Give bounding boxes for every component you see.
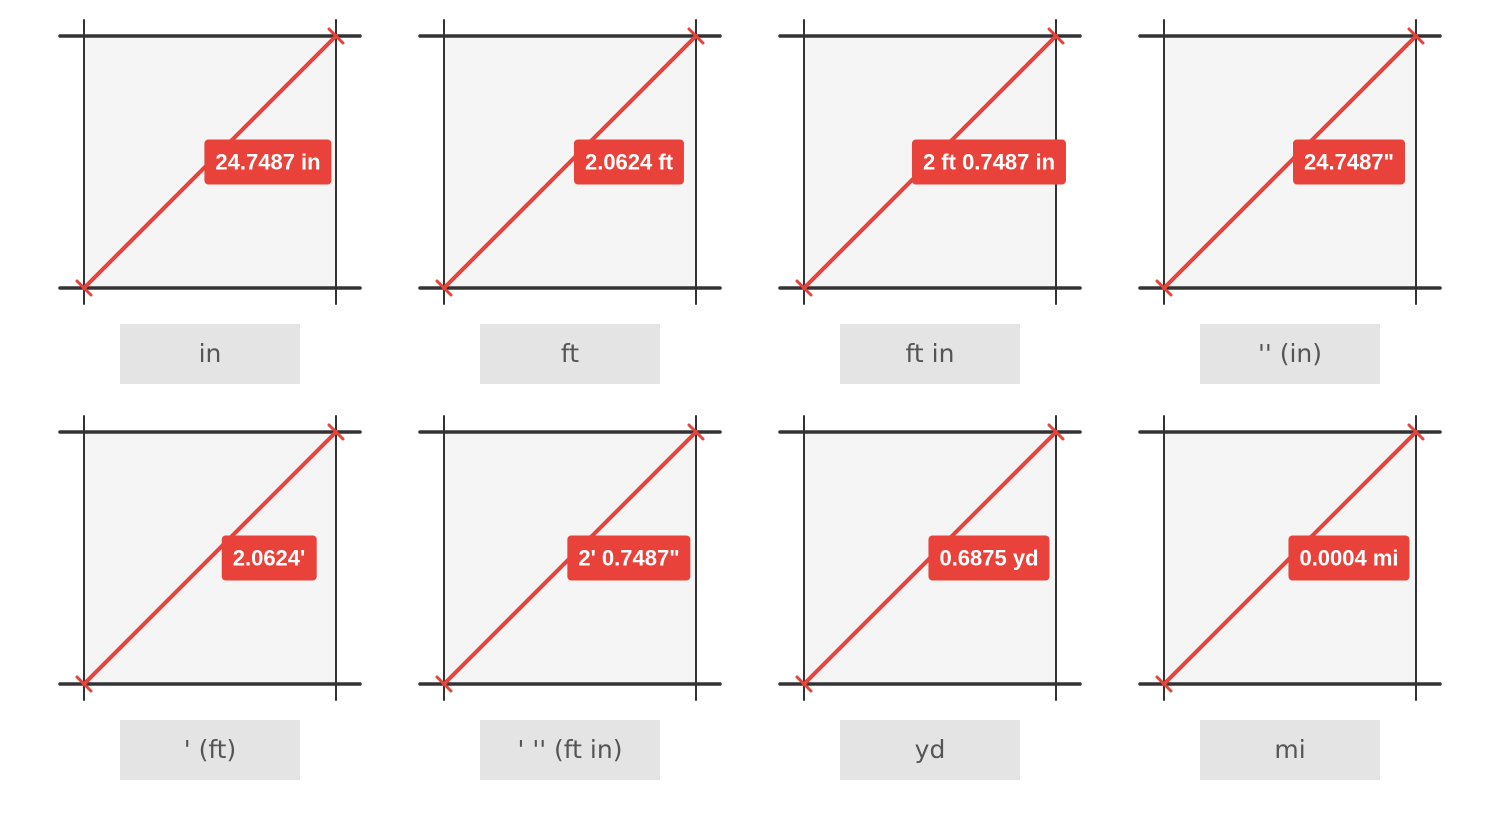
measure-end-tick <box>1407 27 1425 45</box>
measure-end-tick <box>1155 675 1173 693</box>
unit-option: 2' 0.7487" ' '' (ft in) <box>418 415 722 796</box>
measure-end-tick <box>1047 423 1065 441</box>
measurement-badge: 2' 0.7487" <box>567 535 691 581</box>
measurement-badge: 0.6875 yd <box>928 535 1050 581</box>
unit-button[interactable]: ft <box>480 324 660 384</box>
measurement-badge: 2.0624' <box>221 535 317 581</box>
measurement-badge: 2 ft 0.7487 in <box>911 139 1067 185</box>
measure-end-tick <box>1047 27 1065 45</box>
measurement-badge: 24.7487 in <box>204 139 332 185</box>
measure-end-tick <box>75 279 93 297</box>
unit-option: 24.7487 in in <box>58 19 362 400</box>
measure-end-tick <box>1155 279 1173 297</box>
measurement-badge: 24.7487" <box>1293 139 1405 185</box>
measure-end-tick <box>1407 423 1425 441</box>
unit-option: 2.0624 ft ft <box>418 19 722 400</box>
measure-end-tick <box>687 423 705 441</box>
unit-button[interactable]: '' (in) <box>1200 324 1380 384</box>
unit-option: 0.6875 yd yd <box>778 415 1082 796</box>
measure-end-tick <box>327 423 345 441</box>
measure-end-tick <box>75 675 93 693</box>
measurement-badge: 2.0624 ft <box>573 139 685 185</box>
measure-end-tick <box>327 27 345 45</box>
measure-end-tick <box>795 675 813 693</box>
unit-option: 2 ft 0.7487 in ft in <box>778 19 1082 400</box>
unit-button[interactable]: ' (ft) <box>120 720 300 780</box>
measure-end-tick <box>687 27 705 45</box>
diagonal-measure-line <box>442 34 698 290</box>
measure-end-tick <box>435 675 453 693</box>
unit-option: 0.0004 mi mi <box>1138 415 1442 796</box>
measure-end-tick <box>795 279 813 297</box>
unit-button[interactable]: ft in <box>840 324 1020 384</box>
measurement-badge: 0.0004 mi <box>1288 535 1410 581</box>
measure-end-tick <box>435 279 453 297</box>
diagonal-measure-line <box>1162 34 1418 290</box>
unit-button[interactable]: in <box>120 324 300 384</box>
unit-button[interactable]: yd <box>840 720 1020 780</box>
unit-option: 24.7487" '' (in) <box>1138 19 1442 400</box>
unit-button[interactable]: mi <box>1200 720 1380 780</box>
diagonal-measure-line <box>82 430 338 686</box>
unit-button[interactable]: ' '' (ft in) <box>480 720 660 780</box>
unit-option: 2.0624' ' (ft) <box>58 415 362 796</box>
